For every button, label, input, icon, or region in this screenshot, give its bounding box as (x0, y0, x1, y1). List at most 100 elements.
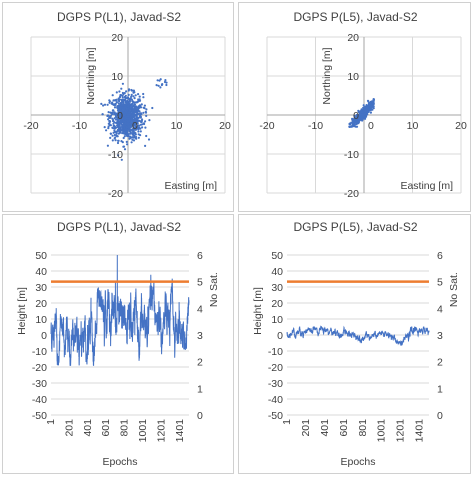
y-tick-label: -20 (32, 362, 47, 374)
scatter-point (118, 98, 121, 101)
scatter-point (151, 106, 154, 110)
scatter-point (124, 103, 127, 106)
scatter-point (130, 95, 133, 98)
scatter-point (144, 144, 147, 147)
scatter-point (121, 113, 124, 116)
scatter-point (100, 102, 103, 105)
y-tick-label: 30 (271, 282, 283, 294)
scatter-point (138, 104, 141, 107)
scatter-point (113, 133, 116, 137)
scatter-point (145, 114, 148, 117)
scatter-point (121, 94, 124, 97)
y-tick-label: 40 (35, 266, 47, 278)
x-tick-label: -10 (308, 120, 323, 132)
scatter-point (113, 111, 116, 114)
x-tick-label: 0 (132, 120, 138, 132)
scatter-point (127, 93, 130, 96)
scatter-point (350, 125, 353, 128)
scatter-point (107, 111, 110, 114)
scatter-point (118, 112, 121, 115)
scatter-point (117, 102, 120, 105)
scatter-point (140, 113, 143, 116)
scatter-point (141, 123, 144, 126)
y-axis-label: Height [m] (16, 287, 28, 335)
scatter-point (138, 95, 141, 98)
scatter-point (144, 126, 147, 129)
scatter-point (109, 114, 113, 117)
scatter-point (121, 96, 124, 99)
scatter-point (136, 120, 139, 123)
x-tick-label: -10 (72, 120, 87, 132)
x-tick-label: 0 (368, 120, 374, 132)
scatter-point (144, 111, 148, 114)
scatter-point (130, 106, 133, 109)
scatter-point (159, 86, 162, 89)
scatter-point (356, 121, 359, 124)
y-tick-label: 0 (353, 110, 359, 122)
y2-tick-label: 4 (197, 303, 203, 315)
scatter-point (130, 93, 133, 96)
scatter-point (127, 120, 130, 123)
y-tick-label: -20 (344, 188, 359, 200)
scatter-point (364, 109, 367, 112)
scatter-point (112, 119, 115, 122)
scatter-point (142, 96, 145, 99)
y-tick-label: -30 (268, 378, 283, 390)
scatter-point (365, 107, 368, 110)
scatter-point (134, 122, 138, 125)
y-tick-label: 20 (347, 32, 359, 44)
y-tick-label: 0 (41, 330, 47, 342)
scatter-point (123, 124, 126, 127)
scatter-point (126, 117, 129, 120)
x-axis-label: Easting [m] (164, 180, 217, 192)
scatter-point (130, 124, 133, 127)
scatter-point (145, 134, 148, 138)
scatter-point (132, 95, 135, 98)
y-tick-label: -20 (268, 362, 283, 374)
scatter-point (129, 135, 132, 138)
scatter-point (137, 130, 140, 133)
scatter-point (128, 111, 131, 114)
height-series-line (50, 254, 190, 366)
scatter-point (118, 110, 121, 113)
scatter-point (111, 94, 114, 97)
y2-tick-label: 1 (197, 383, 203, 395)
scatter-point (133, 118, 136, 121)
scatter-point (353, 124, 356, 128)
scatter-point (366, 105, 369, 108)
scatter-point (115, 121, 118, 125)
scatter-point (358, 118, 361, 121)
scatter-point (129, 98, 132, 102)
scatter-point (122, 124, 125, 127)
y-axis-label: Northing [m] (321, 47, 333, 104)
scatter-point (371, 100, 374, 103)
chart-panel-l5-height: DGPS P(L5), Javad-S2 50 40 30 20 10 0 -10 -20 -30… (238, 214, 471, 474)
scatter-point (133, 111, 136, 114)
scatter-point (348, 122, 351, 126)
scatter-point (357, 109, 360, 112)
scatter-point (113, 137, 116, 140)
y-axis-label: Northing [m] (85, 47, 97, 104)
scatter-point (128, 128, 131, 131)
scatter-point (136, 118, 139, 121)
scatter-point (115, 126, 118, 129)
y2-tick-label: 6 (437, 250, 443, 262)
scatter-point (129, 116, 132, 119)
scatter-point (125, 134, 128, 137)
x-tick-label: 1201 (395, 419, 407, 443)
scatter-point (101, 113, 104, 116)
scatter-point (134, 125, 137, 128)
scatter-point (128, 100, 132, 103)
scatter-point (141, 126, 144, 129)
x-tick-label: 20 (455, 120, 467, 132)
chart-title: DGPS P(L1), Javad-S2 (57, 220, 181, 234)
scatter-point (119, 129, 122, 132)
y-tick-label: 40 (271, 266, 283, 278)
x-tick-label: 401 (82, 419, 94, 437)
scatter-point (131, 117, 134, 120)
scatter-point (113, 104, 117, 107)
scatter-point (140, 103, 143, 106)
scatter-point (361, 117, 364, 120)
scatter-point (128, 88, 131, 91)
scatter-point (136, 113, 139, 116)
